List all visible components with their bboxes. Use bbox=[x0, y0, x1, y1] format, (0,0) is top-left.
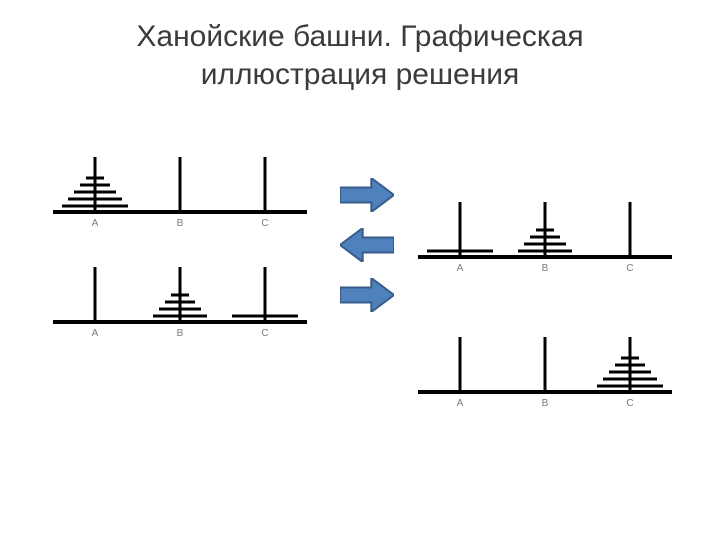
hanoi-state-p1: A B C bbox=[45, 140, 315, 235]
slide: Ханойские башни. Графическая иллюстрация… bbox=[0, 0, 720, 540]
hanoi-state-p4: A B C bbox=[410, 320, 680, 415]
arrow-right-icon bbox=[340, 178, 394, 212]
arrow-right-icon bbox=[340, 278, 394, 312]
peg-label-a: A bbox=[450, 263, 470, 274]
peg-label-b: B bbox=[170, 218, 190, 229]
peg-label-a: A bbox=[85, 218, 105, 229]
peg-label-a: A bbox=[450, 398, 470, 409]
peg-label-c: C bbox=[620, 398, 640, 409]
peg-label-b: B bbox=[535, 263, 555, 274]
peg-label-c: C bbox=[620, 263, 640, 274]
peg-label-b: B bbox=[535, 398, 555, 409]
title-line-2: иллюстрация решения bbox=[201, 58, 520, 91]
hanoi-state-p3: A B C bbox=[45, 250, 315, 345]
slide-title: Ханойские башни. Графическая иллюстрация… bbox=[0, 18, 720, 93]
peg-label-c: C bbox=[255, 218, 275, 229]
arrow-left-icon bbox=[340, 228, 394, 262]
hanoi-state-p2: A B C bbox=[410, 185, 680, 280]
peg-label-c: C bbox=[255, 328, 275, 339]
peg-label-b: B bbox=[170, 328, 190, 339]
peg-label-a: A bbox=[85, 328, 105, 339]
title-line-1: Ханойские башни. Графическая bbox=[136, 20, 583, 53]
